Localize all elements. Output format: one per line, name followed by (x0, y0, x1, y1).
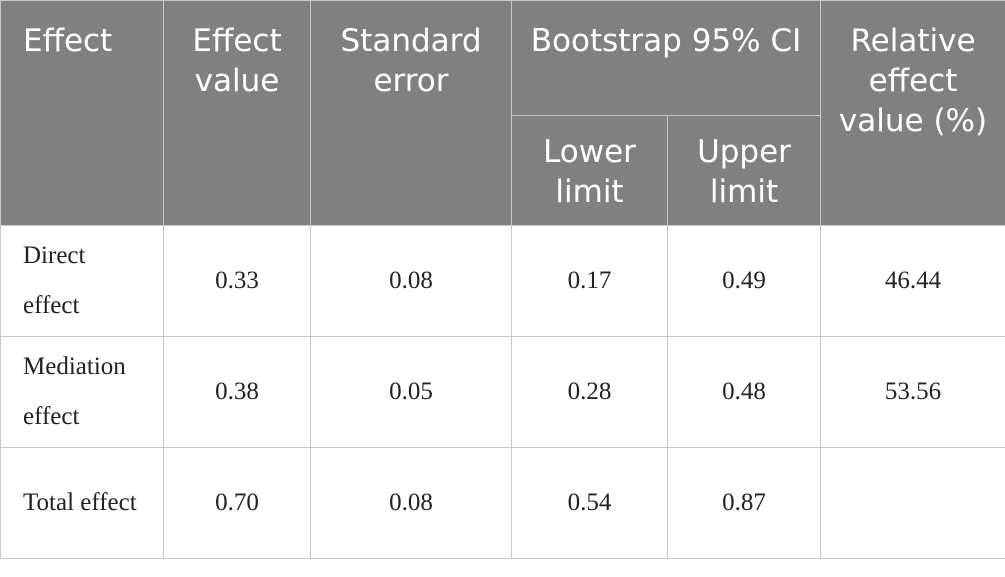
table-cell: Total effect (0, 447, 164, 559)
table-cell: 0.08 (310, 225, 512, 337)
table-cell: 0.87 (666, 447, 822, 559)
table-row: Mediation effect 0.38 0.05 0.28 0.48 53.56 (0, 336, 1005, 448)
cell-text: Mediation effect (23, 353, 126, 430)
results-table: Effect Effect value Standard error Boots… (0, 0, 1005, 559)
table-cell: 0.17 (511, 225, 668, 337)
cell-text: Total effect (23, 489, 137, 516)
header-cell: Effect (0, 0, 164, 226)
header-cell: Relative effect value (%) (820, 0, 1005, 226)
table-cell: 0.48 (666, 336, 822, 448)
table-cell: 0.49 (666, 225, 822, 337)
table-cell: 0.54 (511, 447, 668, 559)
table-cell: Direct effect (0, 225, 164, 337)
table-cell: 0.08 (310, 447, 512, 559)
table-cell: 0.33 (163, 225, 311, 337)
header-cell: Standard error (310, 0, 512, 226)
table-cell: 0.38 (163, 336, 311, 448)
header-cell: Bootstrap 95% CI (510, 0, 822, 116)
table-cell: 46.44 (820, 225, 1005, 337)
header-cell: Effect value (163, 0, 311, 226)
table-row: Total effect 0.70 0.08 0.54 0.87 (0, 447, 1005, 559)
table-cell (820, 447, 1005, 559)
table-cell: 0.05 (310, 336, 512, 448)
header-cell: Lower limit (511, 115, 668, 226)
cell-text: Direct effect (23, 242, 86, 319)
table-body: Direct effect 0.33 0.08 0.17 0.49 46.44 Mediat… (0, 225, 1005, 559)
table-cell: 0.28 (511, 336, 668, 448)
header-cell: Upper limit (666, 115, 822, 226)
table-cell: 0.70 (163, 447, 311, 559)
table-cell: Mediation effect (0, 336, 164, 448)
table-row: Direct effect 0.33 0.08 0.17 0.49 46.44 (0, 225, 1005, 337)
table-cell: 53.56 (820, 336, 1005, 448)
